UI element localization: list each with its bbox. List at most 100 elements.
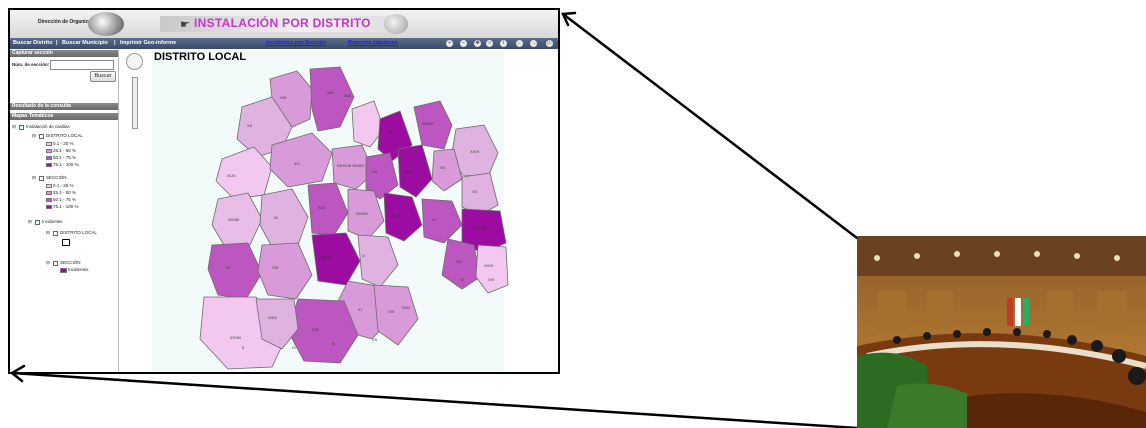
legend-range-1: 0.1 - 25 % [53,183,74,188]
num-seccion-label: Núm. de sección: [12,62,50,67]
forward-arrow-icon[interactable]: → [530,40,537,47]
tree-expander[interactable]: ⊟ [32,133,36,138]
legend-swatch-3 [46,198,52,202]
menu-buscar-municipio[interactable]: Buscar Municipio [62,40,108,46]
district-region [255,298,299,350]
legend-range-3: 50.1 - 75 % [53,197,77,202]
district-label: XXIII [268,315,277,320]
district-region [373,284,419,346]
district-region [309,66,355,132]
mapas-panel-header[interactable]: Mapas Temáticos [10,113,118,120]
tree-expander[interactable]: ⊟ [28,219,32,224]
tree-expander[interactable]: ⊟ [32,175,36,180]
district-label: XX [472,189,478,194]
pan-control-icon[interactable] [126,53,143,70]
district-region [357,234,399,288]
district-label: II [242,345,244,350]
district-region [383,192,423,242]
org-label: Dirección de Organización [38,19,102,25]
legend-incidentes: Incidentes [68,267,89,272]
zoom-in-icon[interactable]: + [446,40,453,47]
district-label: IX [274,215,278,220]
district-region [441,238,481,290]
distrito-local-inc-checkbox[interactable] [53,231,58,236]
legend-swatch-2 [46,191,52,195]
num-seccion-input[interactable] [50,60,114,70]
district-label: XIV [327,90,334,95]
legend-range-3: 50.1 - 75 % [53,155,77,160]
district-region [257,242,313,300]
zoom-slider[interactable] [132,77,138,129]
instalacion-checkbox[interactable] [19,125,24,130]
district-label: X [362,253,365,258]
district-label: XIII [280,95,286,100]
tree-incidentes: Incidentes [42,219,63,224]
sidebar: Capturar sección Núm. de sección: Buscar… [10,49,119,372]
menu-incidentes[interactable]: Incidentes por Sección [266,40,327,46]
zoom-out-icon[interactable]: − [460,40,467,47]
menu-imprimir[interactable]: Imprimir Geo-informe [120,40,177,46]
hand-pointer-icon: ☛ [180,19,190,31]
seccion-checkbox[interactable] [39,176,44,181]
district-label: III [332,341,335,346]
district-label: XIX [312,327,319,332]
district-label: XLV [344,93,352,98]
info-icon[interactable]: ⓘ [546,40,553,47]
pan-icon[interactable]: ✥ [474,40,481,47]
page-title: INSTALACIÓN POR DISTRITO [194,16,371,30]
legend-swatch-1 [46,142,52,146]
district-label: XXXI [484,263,493,268]
globe-decoration [384,14,408,34]
district-region [461,172,499,216]
district-region [207,242,263,300]
district-region [311,232,361,286]
district-region [287,298,359,364]
district-label: XV [440,165,446,170]
district-region [259,188,309,248]
resultado-panel-header[interactable]: Resultado de la consulta [10,103,118,110]
district-label: VII [456,259,461,264]
district-label: XXI [272,265,278,270]
tree-expander[interactable]: ⊟ [46,230,50,235]
district-region [397,144,433,198]
legend-range-1: 0.1 - 25 % [53,141,74,146]
seccion-inc-checkbox[interactable] [53,261,58,266]
back-arrow-icon[interactable]: ← [516,40,523,47]
tree-expander[interactable]: ⊟ [12,124,16,129]
district-label: VI [460,277,464,282]
tree-expander[interactable]: ⊟ [46,260,50,265]
tree-instalacion: Instalación de casillas [26,124,70,129]
district-region [307,182,349,236]
legend-swatch-2 [46,149,52,153]
legend-range-2: 25.1 - 50 % [53,190,77,195]
screenshot-frame: Dirección de Organización ☛ INSTALACIÓN … [8,8,560,374]
district-label: XLVII [392,213,402,218]
buscar-button[interactable]: Buscar [90,71,116,82]
district-region [475,244,509,294]
district-label: XLV XLV [472,225,488,230]
tree-distrito-local: DISTRITO LOCAL [46,133,83,138]
district-region [421,198,463,244]
district-label: XLI [294,161,300,166]
distrito-local-checkbox[interactable] [39,134,44,139]
district-label: XI [358,307,362,312]
district-label: VII [372,337,377,342]
legend-swatch-1 [46,184,52,188]
district-region [351,100,385,148]
district-region [269,132,333,188]
district-region [211,192,263,246]
map-area[interactable]: DISTRITO LOCAL [122,49,558,372]
legend-swatch-4 [46,163,52,167]
menu-buscar-distrito[interactable]: Buscar Distrito [13,40,53,46]
menu-reportes[interactable]: Reportes tabulares [348,40,398,46]
incidentes-checkbox[interactable] [35,220,40,225]
identify-icon[interactable]: i [500,40,507,47]
title-banner: ☛ INSTALACIÓN POR DISTRITO [160,16,390,32]
district-label: XXVI [470,149,479,154]
capturar-panel-header[interactable]: Capturar sección [10,50,118,57]
legend-swatch-3 [46,156,52,160]
district-label: XXVII [322,255,332,260]
select-icon[interactable]: ○ [486,40,493,47]
